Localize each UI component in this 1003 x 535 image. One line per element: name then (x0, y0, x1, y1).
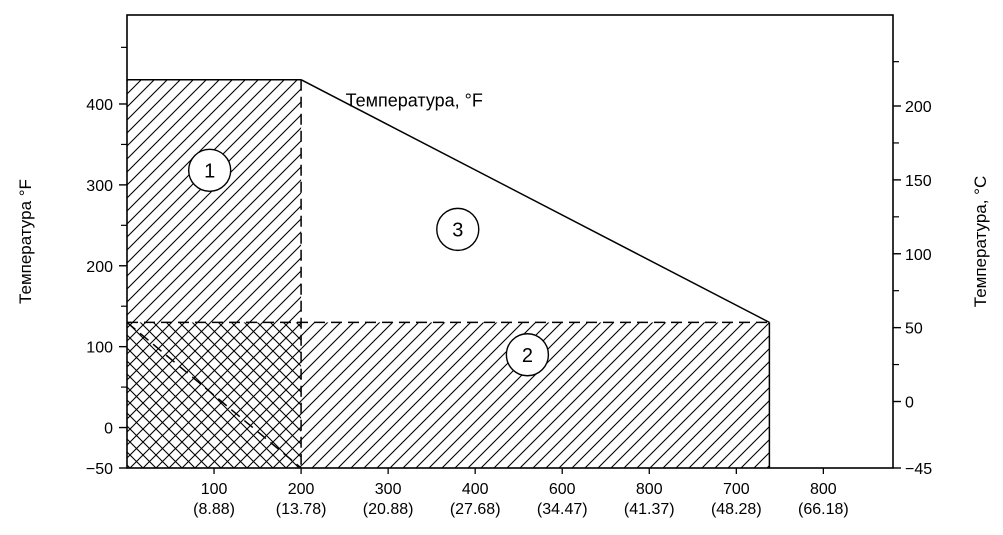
y-left-tick-label: 100 (86, 340, 113, 357)
x-tick-sublabel: (66.18) (798, 501, 849, 518)
zone-2-marker (505, 333, 550, 377)
y-left-tick-label: 300 (86, 178, 113, 195)
x-tick-sublabel: (13.78) (276, 501, 327, 518)
x-tick-label: 200 (288, 481, 315, 498)
y-right-tick-label: 150 (905, 173, 932, 190)
boundary-line-4 (126, 321, 302, 469)
y-axis-right: 200 150 100 50 0 −45 (893, 61, 932, 478)
y-left-tick-label: 0 (104, 421, 113, 438)
x-tick-label: 800 (636, 481, 663, 498)
zone-1-label: 1 (204, 160, 215, 182)
x-tick-sublabel: (41.37) (624, 501, 675, 518)
y-left-tick-label: 400 (86, 97, 113, 114)
x-tick-sublabel: (27.68) (450, 501, 501, 518)
x-tick-sublabel: (8.88) (193, 501, 235, 518)
y-right-tick-label: 200 (905, 99, 932, 116)
plot-frame (126, 14, 894, 469)
y-axis-right-title: Температура, °C (971, 176, 990, 307)
zones-layer (127, 79, 770, 468)
y-right-tick-label: 0 (905, 395, 914, 412)
boundary-lines-layer (126, 78, 771, 469)
x-tick-label: 100 (201, 481, 228, 498)
x-axis: 100 (8.88) 200 (13.78) 300 (20.88) 400 (27.68) 6… (193, 468, 849, 518)
zone-3-label: 3 (452, 219, 463, 241)
x-tick-sublabel: (34.47) (537, 501, 588, 518)
y-right-tick-label: 100 (905, 247, 932, 264)
zone-1-marker (187, 148, 232, 193)
x-tick-label: 600 (549, 481, 576, 498)
plot-area (126, 14, 894, 469)
zone-3-marker (436, 207, 480, 252)
x-tick-label: 800 (810, 481, 837, 498)
y-axis-left-title: Температура °F (16, 179, 35, 304)
chart-annotation: Температура, °F (346, 90, 483, 110)
zone-1-area (127, 79, 302, 323)
zone-labels: 1 2 3 (187, 148, 550, 377)
x-tick-sublabel: (48.28) (711, 501, 762, 518)
x-tick-sublabel: (20.88) (363, 501, 414, 518)
y-right-tick-label: −45 (905, 461, 932, 478)
y-axis-left: 400 300 200 100 0 −50 (86, 46, 127, 478)
boundary-line-1 (300, 79, 770, 324)
x-tick-label: 400 (462, 481, 489, 498)
zone-2-label: 2 (522, 345, 533, 367)
y-right-tick-label: 50 (905, 321, 923, 338)
y-left-tick-label: 200 (86, 259, 113, 276)
y-left-tick-label: −50 (86, 461, 113, 478)
x-tick-label: 300 (375, 481, 402, 498)
x-tick-label: 700 (723, 481, 750, 498)
